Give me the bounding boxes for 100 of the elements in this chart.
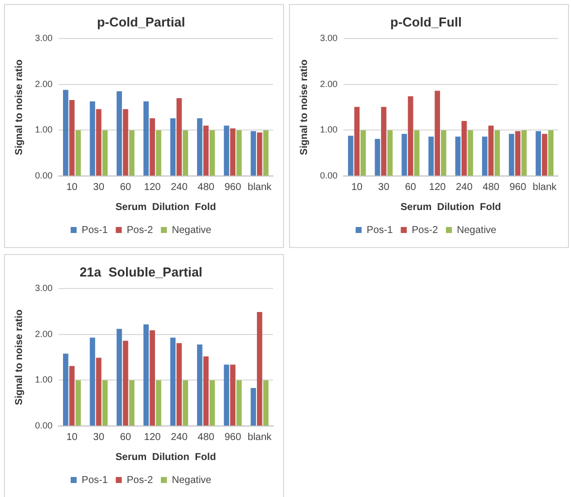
bar xyxy=(96,109,102,176)
bar xyxy=(210,380,215,426)
bar xyxy=(354,106,360,176)
bar xyxy=(90,338,96,426)
y-tick-label: 1.00 xyxy=(34,374,53,385)
bar xyxy=(434,90,440,176)
bar xyxy=(250,131,256,176)
bar xyxy=(203,126,209,176)
y-tick-label: 3.00 xyxy=(34,33,53,44)
bar xyxy=(236,380,242,426)
x-tick-label: 30 xyxy=(93,182,105,193)
x-tick-label: blank xyxy=(248,432,273,443)
legend-label: Pos-1 xyxy=(366,224,394,236)
legend-label: Negative xyxy=(172,224,212,236)
bar xyxy=(263,130,269,176)
legend-label: Pos-2 xyxy=(412,224,438,236)
bar xyxy=(176,343,182,426)
bar xyxy=(256,132,262,176)
bar xyxy=(440,130,446,176)
bar xyxy=(197,118,202,176)
bar xyxy=(230,364,236,426)
bar xyxy=(170,118,176,176)
y-tick-label: 2.00 xyxy=(34,328,53,339)
x-tick-label: 60 xyxy=(120,182,132,193)
bar xyxy=(548,130,554,176)
bar xyxy=(256,312,262,426)
bar xyxy=(521,130,527,176)
bar xyxy=(387,130,393,176)
bar xyxy=(129,380,134,426)
bar xyxy=(250,388,256,426)
bar xyxy=(408,96,414,176)
y-tick-label: 3.00 xyxy=(34,283,53,294)
bar xyxy=(374,138,380,176)
bar xyxy=(69,366,75,426)
x-tick-label: 10 xyxy=(351,182,363,193)
legend-label: Pos-1 xyxy=(82,474,108,486)
y-axis-title: Signal to noise ratio xyxy=(14,60,25,156)
bar xyxy=(203,356,209,426)
bar xyxy=(170,338,176,426)
bar xyxy=(156,130,162,176)
x-tick-label: 60 xyxy=(404,182,417,193)
x-tick-label: 960 xyxy=(224,182,242,193)
bar xyxy=(156,380,162,426)
x-tick-label: 60 xyxy=(120,432,132,443)
x-tick-label: 120 xyxy=(144,182,162,193)
bar xyxy=(428,136,434,176)
x-tick-label: 240 xyxy=(456,182,473,193)
bar xyxy=(348,136,354,176)
bar xyxy=(224,364,230,426)
y-tick-label: 0.00 xyxy=(34,420,53,430)
bar xyxy=(381,106,386,176)
bar xyxy=(102,130,108,176)
bar xyxy=(90,101,96,176)
bar xyxy=(182,380,188,426)
x-axis-title: Serum Dilution Fold xyxy=(115,202,216,213)
bar xyxy=(224,126,230,176)
bar xyxy=(197,344,202,426)
legend-label: Negative xyxy=(456,224,497,236)
x-axis-title: Serum Dilution Fold xyxy=(400,202,502,213)
bar xyxy=(488,126,494,176)
bar xyxy=(210,130,215,176)
bar xyxy=(455,136,461,176)
legend-label: Pos-1 xyxy=(82,224,108,236)
legend-label: Negative xyxy=(172,474,212,486)
x-tick-label: 480 xyxy=(482,182,500,193)
chart-title: 21a Soluble_Partial xyxy=(80,264,202,280)
y-tick-label: 3.00 xyxy=(320,33,338,44)
bar xyxy=(116,91,122,176)
bar xyxy=(150,330,156,426)
bar xyxy=(263,380,269,426)
bar xyxy=(122,340,128,426)
x-tick-label: 30 xyxy=(93,432,105,443)
legend-label: Pos-2 xyxy=(126,224,154,236)
x-tick-label: 960 xyxy=(224,432,242,443)
x-tick-label: 480 xyxy=(198,432,215,443)
bar xyxy=(143,101,149,176)
y-tick-label: 1.00 xyxy=(320,124,338,135)
y-tick-label: 0.00 xyxy=(34,170,53,180)
bar xyxy=(230,128,236,176)
chart-title: p-Cold_Full xyxy=(390,14,462,30)
bar xyxy=(176,98,182,176)
x-tick-label: 10 xyxy=(66,182,78,193)
bar xyxy=(143,324,149,426)
bar xyxy=(76,130,81,176)
bar xyxy=(462,121,467,176)
y-tick-label: 2.00 xyxy=(320,78,338,89)
x-tick-label: blank xyxy=(532,182,558,193)
x-tick-label: 240 xyxy=(170,182,188,193)
bar xyxy=(236,130,242,176)
bar xyxy=(182,130,188,176)
bar xyxy=(414,130,420,176)
bar xyxy=(116,328,122,426)
y-axis-title: Signal to noise ratio xyxy=(298,60,310,156)
x-tick-label: 120 xyxy=(144,432,162,443)
x-tick-label: 120 xyxy=(429,182,446,193)
bar xyxy=(63,90,68,176)
bar xyxy=(542,134,548,176)
y-tick-label: 1.00 xyxy=(34,124,53,135)
bar xyxy=(69,100,75,176)
bar xyxy=(360,130,366,176)
